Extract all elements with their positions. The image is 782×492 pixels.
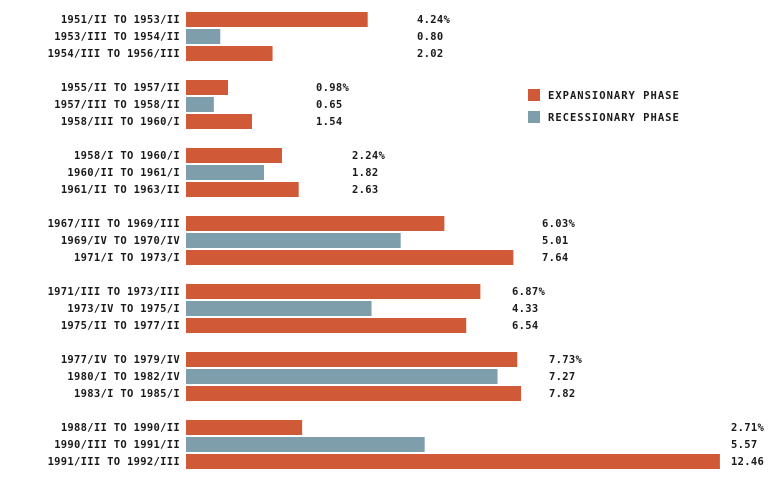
bars-layer: 1951/II TO 1953/II 4.24% 1953/III TO 1954/… <box>48 12 764 469</box>
bar-label: 1953/III TO 1954/II <box>54 31 180 43</box>
bar-label: 1977/IV TO 1979/IV <box>61 354 181 366</box>
bar-label: 1991/III TO 1992/III <box>48 456 180 468</box>
legend-swatch-recessionary <box>528 111 540 123</box>
bar-label: 1969/IV TO 1970/IV <box>61 235 181 247</box>
bar-group-6: 1977/IV TO 1979/IV 7.73% 1980/I TO 1982/IV… <box>61 352 582 401</box>
bar-label: 1958/I TO 1960/I <box>74 150 180 162</box>
bar-value-label: 2.24% <box>352 150 385 162</box>
bar-label: 1960/II TO 1961/I <box>67 167 180 179</box>
bar-recessionary <box>186 29 221 44</box>
bar-value-label: 0.80 <box>417 31 444 43</box>
bar-value-label: 7.64 <box>542 252 569 264</box>
bar-value-label: 1.54 <box>316 116 343 128</box>
bar-value-label: 4.33 <box>512 303 539 315</box>
bar-value-label: 6.03% <box>542 218 575 230</box>
bar-group-4: 1967/III TO 1969/III 6.03% 1969/IV TO 1970… <box>48 216 575 265</box>
legend-label-expansionary: EXPANSIONARY PHASE <box>548 90 680 102</box>
bar-value-label: 7.73% <box>549 354 582 366</box>
bar-label: 1973/IV TO 1975/I <box>67 303 180 315</box>
bar-group-7: 1988/II TO 1990/II 2.71% 1990/III TO 1991/… <box>48 420 764 469</box>
bar-value-label: 7.82 <box>549 388 576 400</box>
bar-expansionary <box>186 216 445 231</box>
bar-value-label: 2.71% <box>731 422 764 434</box>
bar-value-label: 0.65 <box>316 99 343 111</box>
bar-recessionary <box>186 437 425 452</box>
bar-recessionary <box>186 301 372 316</box>
bar-value-label: 2.63 <box>352 184 379 196</box>
bar-value-label: 4.24% <box>417 14 450 26</box>
bar-label: 1990/III TO 1991/II <box>54 439 180 451</box>
bar-expansionary <box>186 46 273 61</box>
bar-group-2: 1955/II TO 1957/II 0.98% 1957/III TO 1958/… <box>54 80 349 129</box>
bar-recessionary <box>186 165 264 180</box>
legend-swatch-expansionary <box>528 89 540 101</box>
bar-value-label: 12.46 <box>731 456 764 468</box>
bar-expansionary <box>186 114 252 129</box>
bar-label: 1951/II TO 1953/II <box>61 14 180 26</box>
bar-group-1: 1951/II TO 1953/II 4.24% 1953/III TO 1954/… <box>48 12 450 61</box>
bar-label: 1967/III TO 1969/III <box>48 218 180 230</box>
bar-group-5: 1971/III TO 1973/III 6.87% 1973/IV TO 1975… <box>48 284 545 333</box>
bar-group-3: 1958/I TO 1960/I 2.24% 1960/II TO 1961/I 1.… <box>61 148 385 197</box>
bar-expansionary <box>186 250 514 265</box>
legend: EXPANSIONARY PHASE RECESSIONARY PHASE <box>528 89 680 124</box>
legend-label-recessionary: RECESSIONARY PHASE <box>548 112 680 124</box>
bar-expansionary <box>186 454 720 469</box>
bar-value-label: 2.02 <box>417 48 444 60</box>
bar-label: 1958/III TO 1960/I <box>61 116 180 128</box>
bar-value-label: 0.98% <box>316 82 349 94</box>
bar-value-label: 5.57 <box>731 439 758 451</box>
bar-expansionary <box>186 182 299 197</box>
bar-label: 1988/II TO 1990/II <box>61 422 180 434</box>
bar-expansionary <box>186 352 518 367</box>
bar-expansionary <box>186 386 522 401</box>
bar-value-label: 7.27 <box>549 371 576 383</box>
bar-label: 1975/II TO 1977/II <box>61 320 180 332</box>
bar-value-label: 5.01 <box>542 235 569 247</box>
bar-expansionary <box>186 318 467 333</box>
bar-label: 1955/II TO 1957/II <box>61 82 180 94</box>
bar-label: 1954/III TO 1956/III <box>48 48 180 60</box>
bar-expansionary <box>186 12 368 27</box>
bar-label: 1980/I TO 1982/IV <box>67 371 180 383</box>
bar-label: 1983/I TO 1985/I <box>74 388 180 400</box>
bar-value-label: 6.54 <box>512 320 539 332</box>
bar-expansionary <box>186 148 282 163</box>
bar-recessionary <box>186 97 214 112</box>
bar-label: 1971/III TO 1973/III <box>48 286 180 298</box>
bar-expansionary <box>186 80 228 95</box>
bar-value-label: 6.87% <box>512 286 545 298</box>
bar-expansionary <box>186 420 303 435</box>
bar-recessionary <box>186 233 401 248</box>
bar-recessionary <box>186 369 498 384</box>
bar-label: 1957/III TO 1958/II <box>54 99 180 111</box>
bar-expansionary <box>186 284 481 299</box>
bar-label: 1971/I TO 1973/I <box>74 252 180 264</box>
bar-label: 1961/II TO 1963/II <box>61 184 180 196</box>
bar-value-label: 1.82 <box>352 167 379 179</box>
